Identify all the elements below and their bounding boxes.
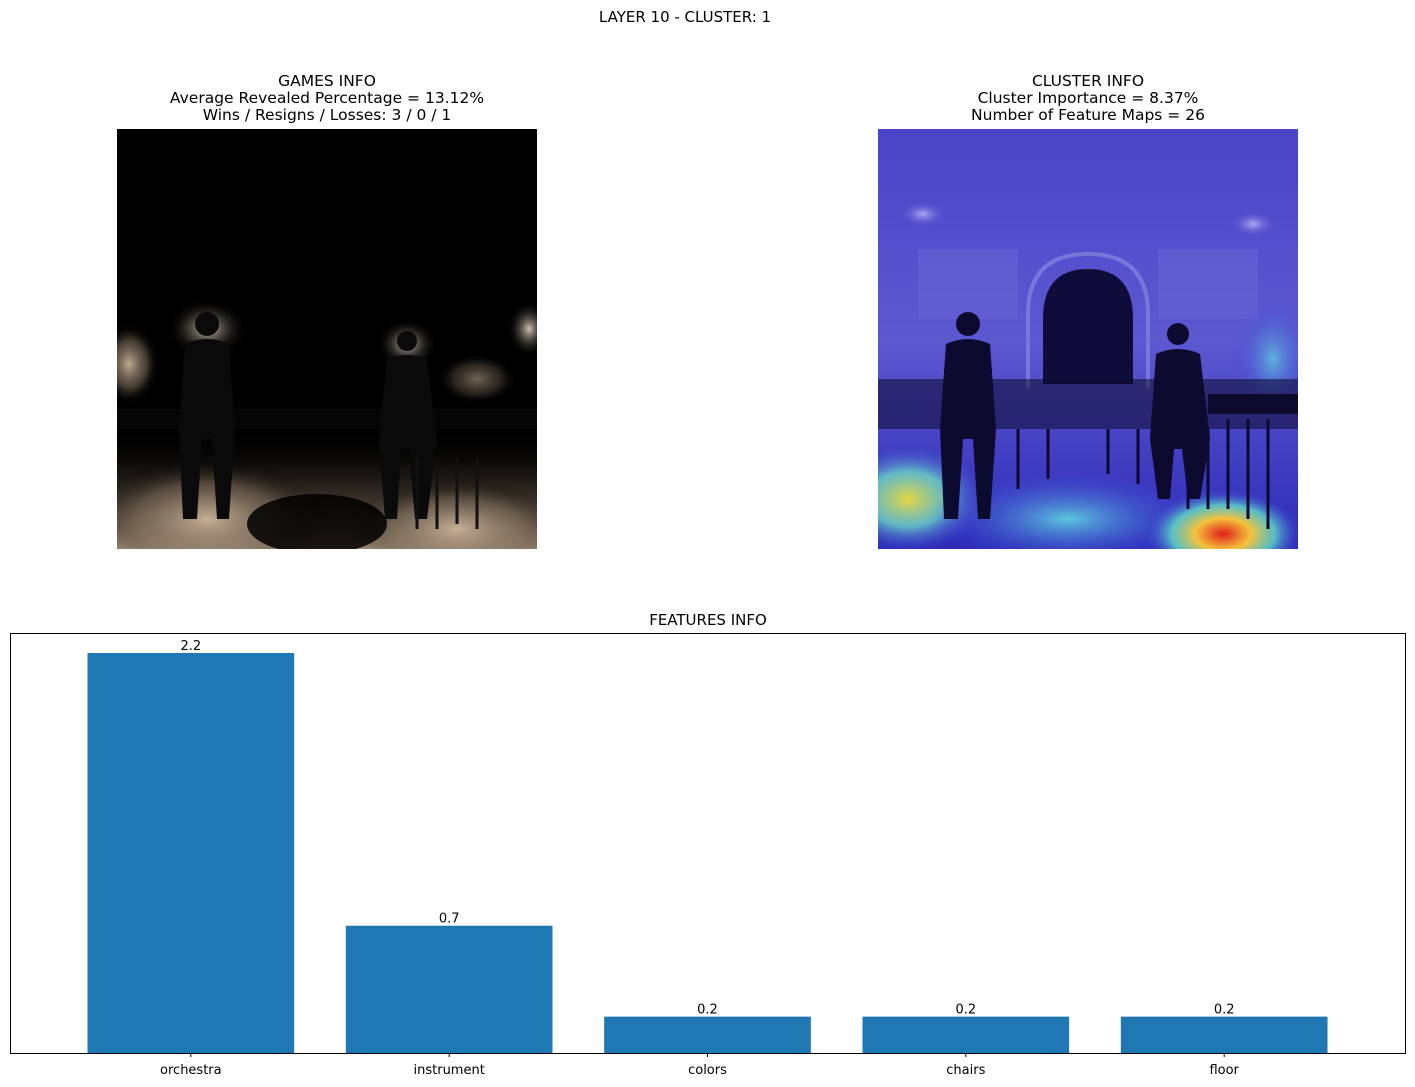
- bar-colors: [604, 1016, 811, 1053]
- x-tick-label-floor: floor: [1209, 1063, 1239, 1078]
- x-tick-label-instrument: instrument: [414, 1063, 485, 1078]
- bar-orchestra: [87, 653, 295, 1053]
- games-info-title: GAMES INFO: [278, 72, 376, 90]
- cluster-info-feature-maps: Number of Feature Maps = 26: [971, 106, 1205, 124]
- bar-instrument: [345, 925, 553, 1053]
- features-info-title: FEATURES INFO: [649, 611, 767, 629]
- cluster-heatmap-image: [878, 129, 1298, 549]
- games-info-title-block: GAMES INFO Average Revealed Percentage =…: [117, 73, 537, 124]
- x-tick-label-chairs: chairs: [946, 1063, 985, 1078]
- bar-floor: [1120, 1016, 1328, 1053]
- games-info-wins-resigns-losses: Wins / Resigns / Losses: 3 / 0 / 1: [202, 106, 452, 124]
- value-label-chairs: 0.2: [955, 1003, 976, 1018]
- games-info-average-revealed: Average Revealed Percentage = 13.12%: [169, 89, 485, 107]
- value-labels-layer: 2.2 0.7 0.2 0.2 0.2: [180, 639, 1234, 1018]
- x-tick-label-orchestra: orchestra: [160, 1063, 222, 1078]
- bars-layer: [87, 653, 1328, 1053]
- cluster-info-title-block: CLUSTER INFO Cluster Importance = 8.37% …: [878, 73, 1298, 124]
- cluster-info-importance: Cluster Importance = 8.37%: [977, 89, 1199, 107]
- x-tick-label-colors: colors: [688, 1063, 727, 1078]
- value-label-orchestra: 2.2: [180, 639, 201, 654]
- figure-suptitle: LAYER 10 - CLUSTER: 1: [598, 8, 772, 26]
- value-label-floor: 0.2: [1214, 1003, 1235, 1018]
- x-ticks-layer: orchestra instrument colors chairs floor: [160, 1053, 1240, 1078]
- cluster-info-title: CLUSTER INFO: [1031, 72, 1145, 90]
- bar-chairs: [862, 1016, 1070, 1053]
- value-label-colors: 0.2: [697, 1003, 718, 1018]
- revealed-image: [117, 129, 537, 549]
- value-label-instrument: 0.7: [439, 912, 460, 927]
